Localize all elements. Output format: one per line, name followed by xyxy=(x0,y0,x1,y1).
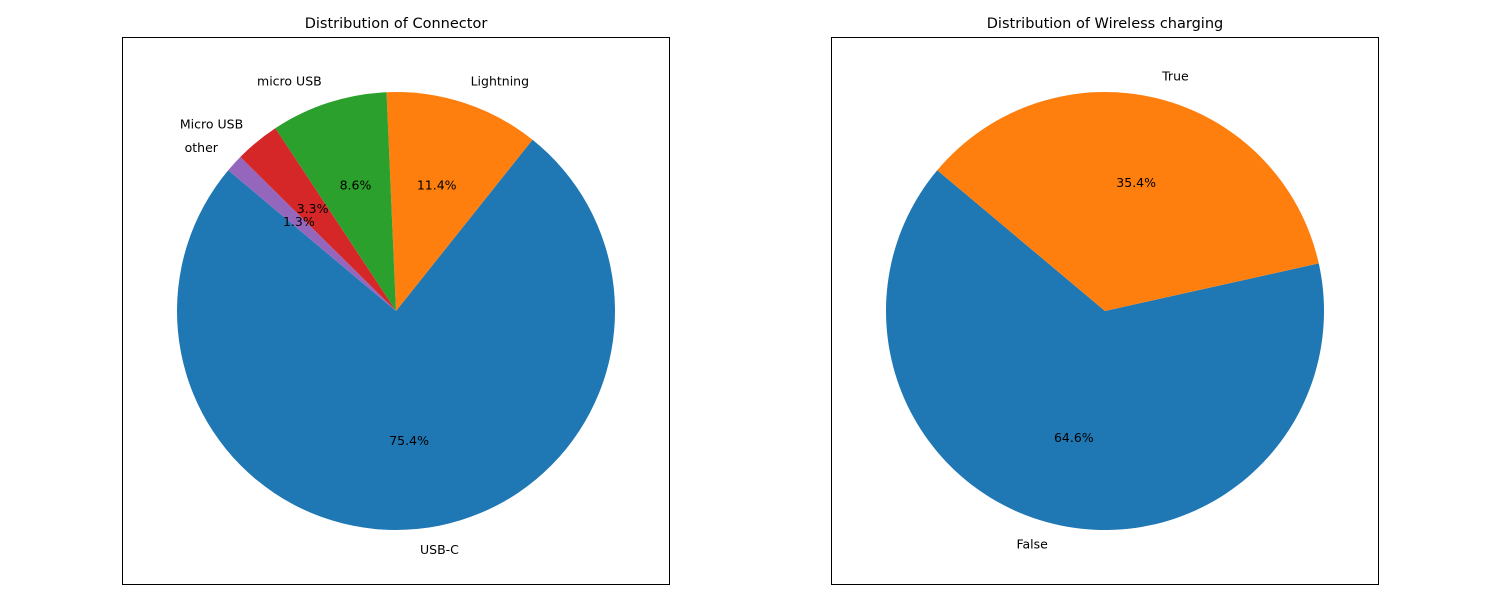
pie-slice-true xyxy=(937,92,1319,312)
slice-percent-lightning: 11.4% xyxy=(417,178,457,193)
pie-slice-lightning xyxy=(386,91,533,311)
wireless-charging-chart: Distribution of Wireless charging False 6… xyxy=(831,16,1379,585)
connector-chart-title: Distribution of Connector xyxy=(305,16,488,32)
slice-label-micro-usb: Micro USB xyxy=(180,116,243,131)
pie-slice-false xyxy=(885,170,1324,531)
connector-chart: Distribution of Connector USB-C 75.4% Ligh… xyxy=(122,16,670,585)
slice-label-false: False xyxy=(1016,537,1048,552)
slice-percent-false: 64.6% xyxy=(1054,430,1094,445)
slice-percent-usb-c: 75.4% xyxy=(389,433,429,448)
slice-percent-micro-usb: 3.3% xyxy=(297,201,329,216)
wireless-chart-title: Distribution of Wireless charging xyxy=(987,16,1223,32)
slice-label-true: True xyxy=(1161,68,1189,83)
slice-label-other: other xyxy=(185,140,219,155)
slice-label-lightning: Lightning xyxy=(471,73,529,88)
wireless-axes-frame xyxy=(831,37,1379,585)
connector-pie: USB-C 75.4% Lightning 11.4% micro USB 8.6% Mic… xyxy=(177,73,615,557)
slice-percent-other: 1.3% xyxy=(283,214,315,229)
wireless-charging-pie: False 64.6% True 35.4% xyxy=(885,68,1324,552)
pie-slice-other xyxy=(228,157,396,311)
slice-percent-micro-usb: 8.6% xyxy=(340,178,372,193)
slice-label-usb-c: USB-C xyxy=(420,542,459,557)
pie-slice-usb-c xyxy=(177,139,615,530)
connector-axes-frame xyxy=(122,37,670,585)
slice-label-micro-usb: micro USB xyxy=(257,73,322,88)
pie-slice-micro-usb xyxy=(240,128,396,311)
pie-slice-micro-usb xyxy=(275,92,396,312)
slice-percent-true: 35.4% xyxy=(1116,175,1156,190)
